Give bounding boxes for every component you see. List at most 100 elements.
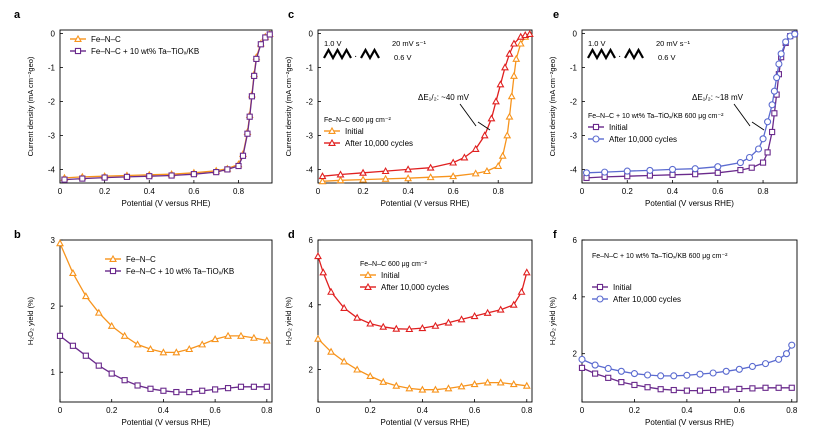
data-point — [123, 173, 131, 180]
x-tick-label: 0.2 — [357, 187, 369, 196]
data-point — [327, 287, 335, 295]
data-point — [418, 385, 427, 393]
data-point — [714, 169, 721, 176]
data-point — [405, 324, 414, 333]
data-point — [509, 380, 518, 388]
data-point — [736, 385, 743, 393]
x-tick-label: 0.8 — [757, 187, 769, 196]
data-point — [507, 92, 516, 100]
data-point — [578, 364, 586, 371]
data-point — [510, 71, 518, 79]
y-axis-label: H₂O₂ yield (%) — [26, 296, 35, 345]
x-tick-label: 0.8 — [493, 187, 505, 196]
y-tick-label: -3 — [48, 131, 56, 140]
y-tick-label: 4 — [309, 301, 314, 310]
data-point — [591, 361, 599, 369]
data-point — [643, 371, 652, 379]
y-axis-label: Current density (mA cm⁻²geo) — [26, 56, 35, 156]
data-point — [723, 386, 730, 393]
data-point — [782, 350, 791, 358]
data-point — [683, 387, 690, 394]
legend-title: Fe–N–C + 10 wt% Ta–TiOₓ/KB 600 μg cm⁻² — [592, 253, 728, 260]
data-point — [692, 171, 699, 178]
legend-label: Fe–N–C + 10 wt% Ta–TiOₓ/KB — [91, 47, 199, 56]
data-point — [770, 87, 778, 95]
data-point — [496, 378, 505, 386]
data-point — [631, 381, 638, 389]
plot-frame — [59, 29, 273, 184]
panel-label: f — [553, 229, 557, 241]
inset-rate-label: 20 mV s⁻¹ — [656, 39, 690, 48]
y-tick-label: -4 — [570, 165, 578, 174]
x-tick-label: 0.4 — [417, 406, 429, 415]
legend-marker — [328, 126, 336, 134]
y-tick-label: 2 — [51, 302, 56, 311]
inset-dots: · — [618, 51, 621, 62]
data-point — [764, 118, 772, 126]
x-tick-label: 0.8 — [261, 406, 273, 415]
y-tick-label: -3 — [570, 131, 578, 140]
data-point — [449, 158, 458, 166]
annotation-arrow — [751, 121, 765, 131]
data-point — [483, 308, 492, 316]
data-point — [617, 367, 625, 375]
y-tick-label: 6 — [309, 236, 314, 245]
data-point — [353, 313, 362, 321]
inset-dots: · — [354, 51, 357, 62]
data-point — [185, 344, 194, 353]
y-tick-label: -2 — [48, 97, 56, 106]
data-point — [336, 176, 345, 184]
delta-e-annotation: ΔE₁/₂: ~18 mV — [692, 93, 744, 102]
legend-label: Initial — [381, 271, 400, 280]
inset-end-label: 0.6 V — [394, 53, 412, 62]
data-point — [748, 362, 756, 371]
panel-c: c 0 0.2 0.4 0.6 0.8 0 -1 -2 -3 -4 Potential (V vers… — [284, 9, 534, 208]
legend-marker — [74, 34, 82, 42]
annotation-arrow — [477, 121, 491, 131]
data-point — [748, 164, 755, 171]
x-axis-label: Potential (V versus RHE) — [645, 199, 734, 208]
data-point — [691, 165, 699, 173]
panel-label: d — [288, 229, 295, 241]
data-point — [263, 383, 270, 390]
data-point — [266, 31, 273, 38]
x-tick-label: 0.6 — [448, 187, 460, 196]
inset-start-label: 1.0 V — [588, 39, 606, 48]
data-point — [768, 101, 776, 109]
legend-label: Fe–N–C — [91, 35, 121, 44]
data-point — [159, 348, 168, 356]
data-point — [601, 168, 609, 176]
data-point — [788, 384, 795, 391]
plot-frame — [317, 29, 533, 184]
data-point — [517, 287, 526, 295]
data-point — [381, 174, 390, 182]
data-point — [582, 169, 591, 177]
series-line-0 — [59, 243, 267, 354]
panel-label: c — [288, 9, 294, 21]
data-point — [592, 370, 599, 377]
x-tick-label: 0.4 — [158, 406, 170, 415]
x-tick-label: 0.6 — [469, 406, 481, 415]
data-point — [146, 173, 153, 180]
data-point — [392, 324, 401, 332]
y-tick-label: -4 — [306, 165, 314, 174]
data-point — [735, 365, 743, 373]
y-tick-label: 0 — [309, 29, 314, 38]
annotation-arrow — [733, 103, 751, 127]
data-point — [759, 159, 767, 166]
y-tick-label: 2 — [573, 350, 578, 359]
data-point — [668, 165, 677, 173]
data-point — [418, 323, 427, 332]
data-point — [366, 371, 375, 380]
data-point — [239, 152, 247, 159]
data-point — [359, 168, 367, 176]
series-line-0 — [317, 338, 527, 391]
data-point — [168, 172, 175, 179]
y-tick-label: -2 — [306, 97, 314, 106]
data-point — [604, 364, 612, 373]
data-point — [353, 365, 362, 373]
data-point — [198, 340, 207, 348]
data-point — [670, 372, 678, 380]
y-tick-label: 4 — [573, 293, 578, 302]
data-point — [146, 344, 155, 353]
